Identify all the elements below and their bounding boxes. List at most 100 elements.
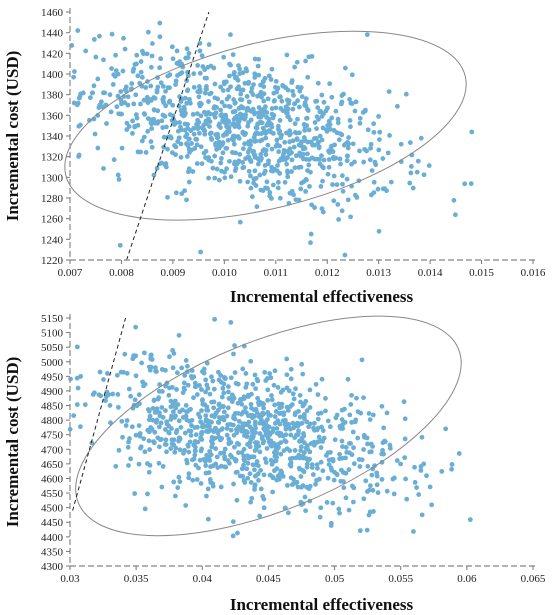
data-point: [218, 484, 224, 490]
data-point: [202, 90, 208, 96]
data-point: [215, 465, 221, 471]
data-point: [288, 432, 294, 438]
data-point: [101, 166, 106, 171]
data-point: [117, 111, 123, 117]
data-point: [277, 405, 283, 411]
data-point: [272, 84, 278, 90]
data-point: [338, 425, 343, 431]
data-point: [273, 78, 279, 84]
data-point: [298, 444, 304, 450]
data-point: [313, 481, 318, 487]
data-point: [246, 81, 251, 86]
data-point: [188, 128, 194, 133]
data-point: [364, 148, 369, 154]
data-point: [340, 173, 345, 179]
data-point: [236, 418, 242, 424]
data-point: [272, 402, 278, 408]
data-point: [309, 202, 315, 208]
data-point: [256, 105, 262, 110]
data-point: [301, 469, 307, 475]
data-point: [218, 160, 224, 166]
data-point: [330, 149, 336, 155]
x-tick-label: 0.007: [58, 267, 83, 279]
data-point: [363, 478, 369, 484]
data-point: [418, 135, 424, 141]
data-point: [354, 395, 359, 401]
data-point: [190, 169, 196, 174]
data-point: [149, 126, 155, 131]
data-point: [330, 182, 335, 187]
data-point: [115, 172, 121, 178]
data-point: [166, 430, 172, 436]
data-point: [159, 367, 165, 372]
y-tick-label: 4500: [41, 503, 64, 515]
data-point: [329, 467, 335, 473]
data-point: [173, 82, 178, 87]
data-point: [304, 408, 310, 413]
data-point: [443, 426, 449, 432]
data-point: [294, 479, 300, 485]
data-point: [196, 119, 202, 125]
data-point: [197, 40, 203, 46]
data-point: [261, 505, 267, 511]
data-point: [253, 473, 259, 478]
data-point: [311, 420, 317, 426]
data-point: [228, 174, 234, 180]
confidence-ellipse: [75, 315, 462, 537]
data-point: [199, 387, 204, 392]
data-point: [203, 463, 209, 468]
data-point: [296, 104, 302, 110]
data-point: [166, 392, 172, 398]
data-point: [246, 419, 252, 425]
data-point: [248, 479, 254, 485]
data-point: [183, 55, 189, 61]
data-point: [236, 118, 242, 124]
data-point: [197, 70, 203, 76]
data-point: [308, 139, 314, 145]
data-point: [261, 98, 267, 104]
x-tick-label: 0.011: [264, 267, 288, 279]
data-point: [243, 405, 248, 411]
data-point: [139, 138, 145, 144]
data-point: [255, 463, 261, 469]
data-point: [264, 110, 270, 115]
data-point: [152, 120, 158, 126]
data-point: [252, 168, 258, 174]
data-point: [72, 69, 77, 74]
data-point: [128, 456, 134, 462]
data-point: [260, 79, 266, 85]
data-point: [204, 404, 210, 410]
data-point: [240, 129, 246, 135]
data-point: [231, 351, 236, 357]
data-point: [284, 52, 290, 58]
data-point: [160, 464, 166, 469]
chart-panel-2: 0.03 0.035 0.04 0.045 0.05 0.055 0.06 0.065 4300…: [3, 313, 546, 614]
data-point: [222, 175, 228, 181]
data-point: [181, 380, 187, 386]
data-point: [384, 410, 390, 416]
data-point: [185, 72, 191, 78]
data-point: [216, 428, 221, 434]
data-point: [334, 182, 340, 188]
data-point: [256, 478, 261, 483]
data-point: [184, 154, 190, 159]
data-point: [331, 156, 337, 162]
data-point: [135, 73, 141, 79]
data-point: [137, 431, 143, 436]
data-point: [252, 154, 258, 160]
data-point: [107, 403, 113, 408]
data-point: [349, 392, 354, 398]
data-point: [314, 98, 320, 104]
data-point: [298, 164, 304, 170]
data-point: [280, 433, 286, 439]
data-point: [153, 365, 158, 371]
data-point: [184, 197, 189, 203]
data-point: [269, 106, 275, 111]
data-point: [220, 385, 226, 391]
data-point: [341, 91, 346, 97]
data-point: [218, 107, 224, 113]
data-point: [207, 119, 213, 124]
data-point: [330, 456, 336, 462]
data-point: [278, 94, 283, 100]
data-point: [89, 90, 95, 96]
